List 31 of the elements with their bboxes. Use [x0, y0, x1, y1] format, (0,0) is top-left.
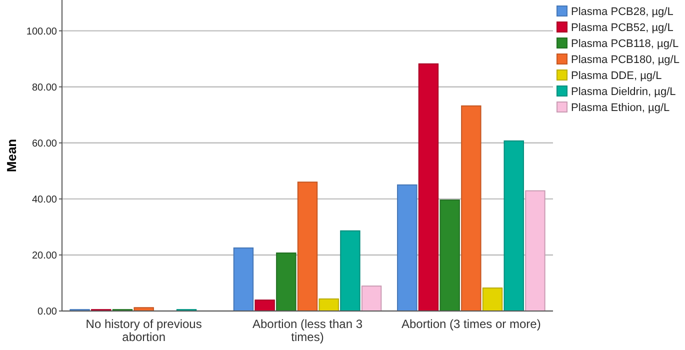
legend-label: Plasma PCB28, µg/L — [571, 6, 674, 18]
x-tick-label: No history of previous abortion — [86, 317, 202, 344]
y-axis-title: Mean — [4, 138, 19, 172]
y-tick-label: 40.00 — [32, 194, 58, 206]
bar — [504, 140, 524, 312]
bar — [340, 230, 360, 312]
y-tick-label: 20.00 — [32, 250, 58, 262]
bar — [297, 182, 318, 312]
bar — [525, 190, 546, 312]
bar — [233, 247, 254, 312]
y-tick-label: 80.00 — [32, 82, 58, 94]
y-tick-label: 60.00 — [32, 138, 58, 150]
bar — [440, 200, 460, 312]
legend-label: Plasma PCB52, µg/L — [571, 22, 674, 34]
bar — [397, 184, 418, 312]
legend-label: Plasma PCB118, µg/L — [571, 38, 679, 50]
bar — [361, 286, 382, 312]
legend-label: Plasma Ethion, µg/L — [571, 102, 670, 114]
legend-label: Plasma Dieldrin, µg/L — [571, 86, 676, 98]
legend-label: Plasma DDE, µg/L — [571, 70, 662, 82]
x-tick-label: Abortion (3 times or more) — [401, 317, 541, 331]
bar — [318, 298, 339, 312]
y-tick-label: 100.00 — [26, 26, 58, 38]
bar — [461, 105, 482, 312]
bar — [482, 288, 503, 312]
legend-label: Plasma PCB180, µg/L — [571, 54, 680, 66]
bar — [254, 300, 275, 312]
y-tick-label: 0.00 — [38, 306, 58, 318]
bar — [276, 252, 296, 312]
x-tick-label: Abortion (less than 3 times) — [252, 317, 363, 344]
bar — [418, 63, 439, 312]
